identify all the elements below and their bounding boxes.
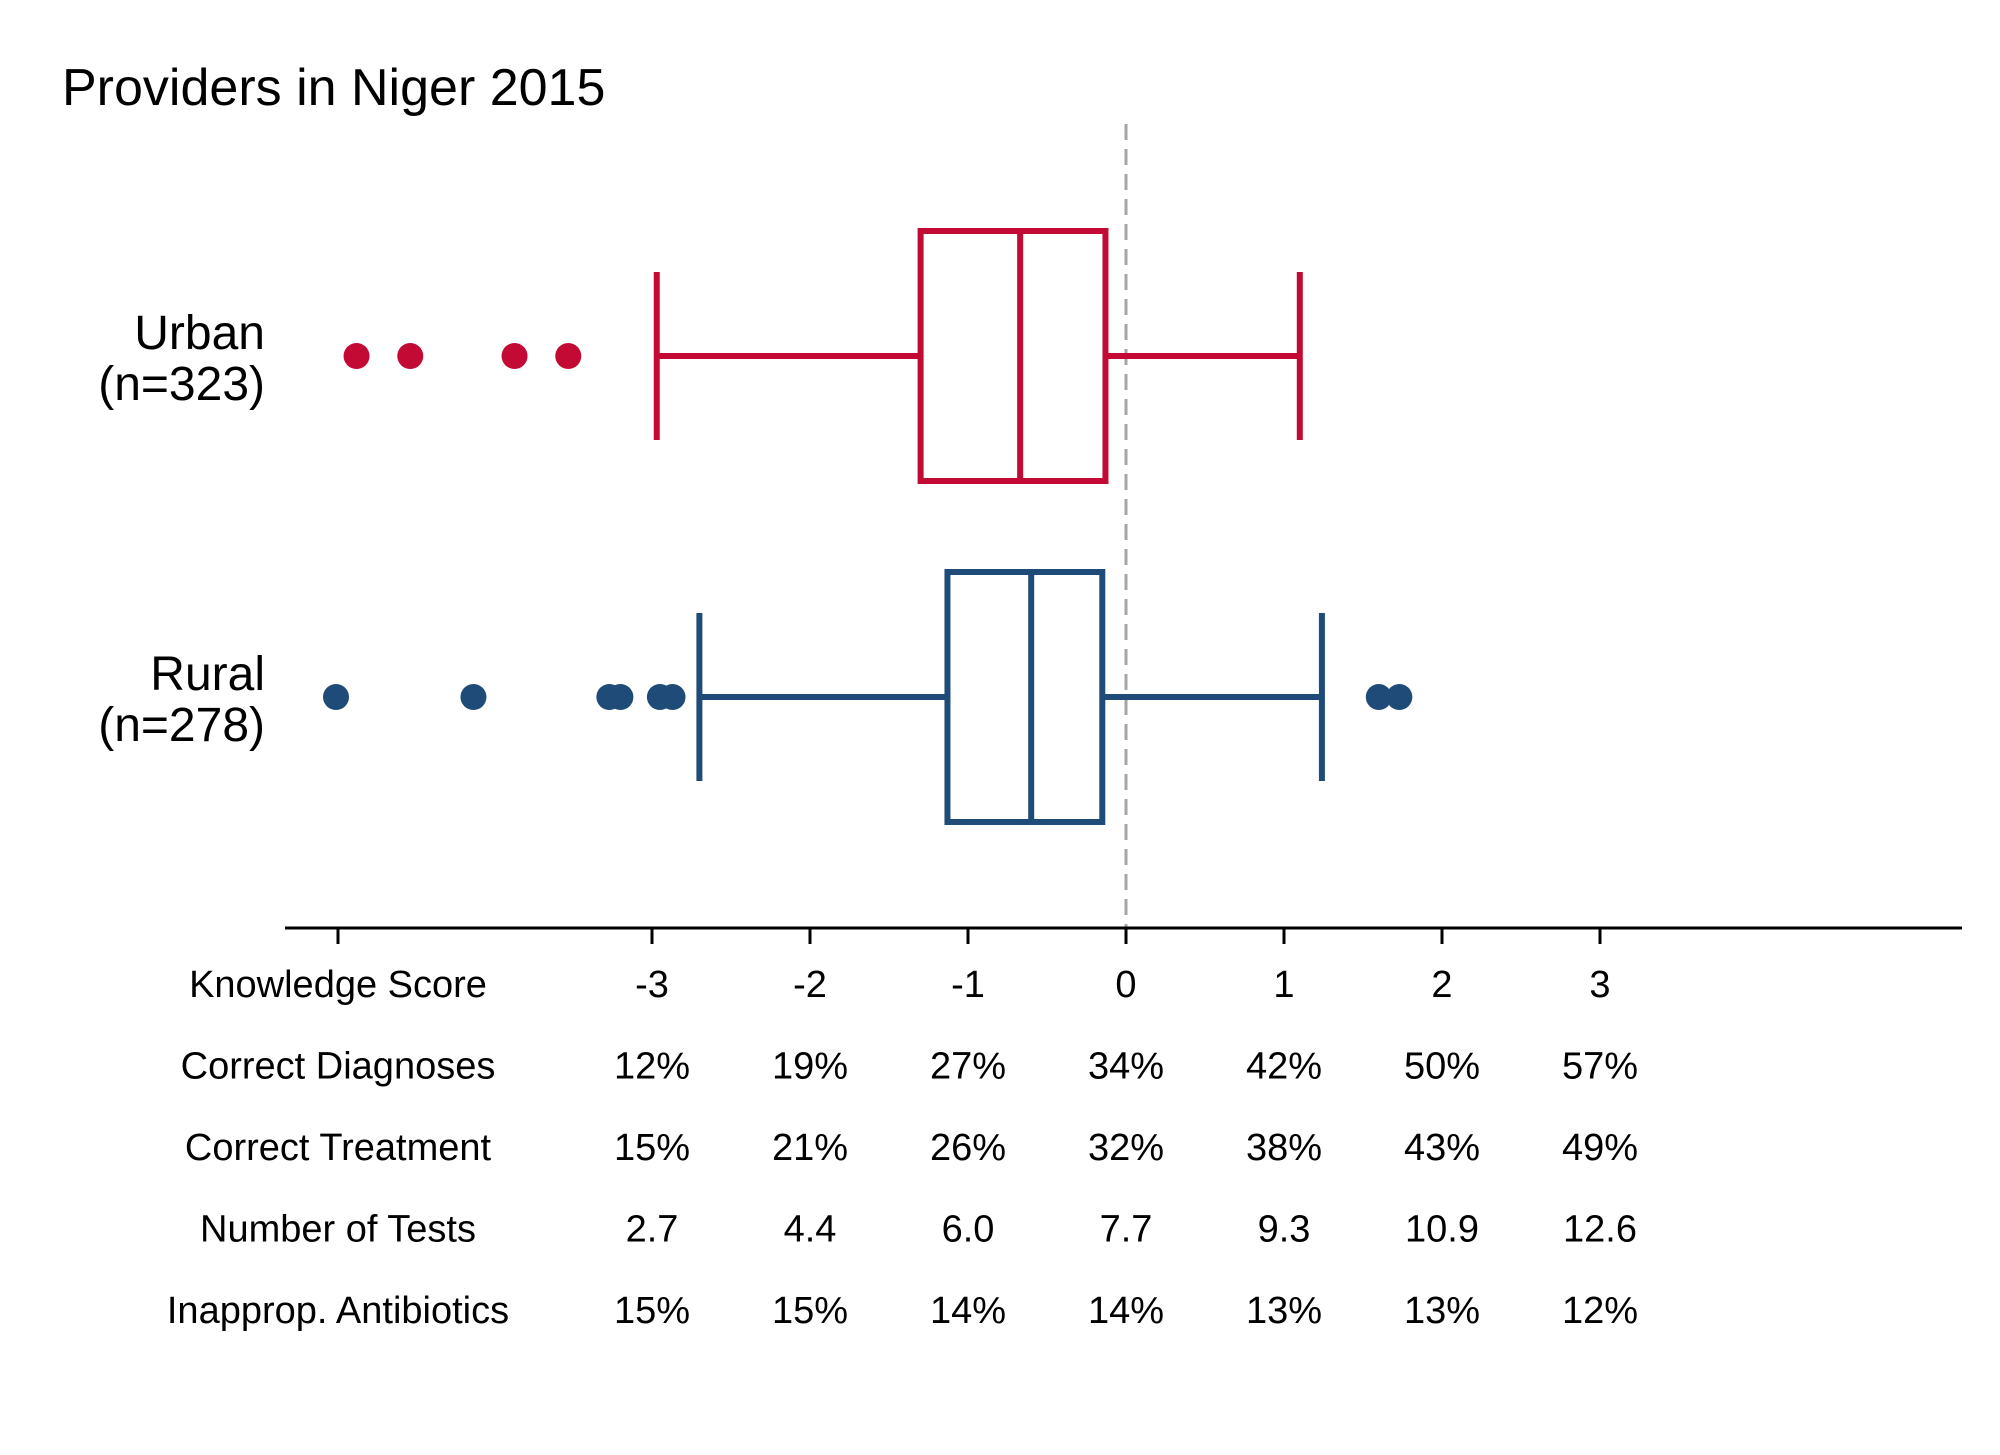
- outlier-point: [323, 684, 349, 710]
- table-cell-value: 15%: [614, 1290, 690, 1332]
- group-label-name: Urban: [134, 307, 265, 360]
- outlier-point: [501, 343, 528, 369]
- table-cell-value: 9.3: [1258, 1209, 1311, 1251]
- table-cell-value: 26%: [930, 1127, 1006, 1169]
- table-cell-value: 27%: [930, 1046, 1006, 1088]
- box-group-1: Rural(n=278): [98, 569, 1413, 825]
- chart-title: Providers in Niger 2015: [62, 59, 605, 117]
- table-cell-value: 12%: [1562, 1290, 1638, 1332]
- table-row-label: Inapprop. Antibiotics: [167, 1290, 509, 1332]
- table-row: Inapprop. Antibiotics 15% 15% 14% 14% 13% 13% 1…: [167, 1290, 1638, 1332]
- outlier-point: [460, 684, 487, 710]
- table-cell-value: 2.7: [626, 1209, 679, 1251]
- table-cell-value: 6.0: [942, 1209, 995, 1251]
- table-cell-value: 14%: [1088, 1290, 1164, 1332]
- table-cell-value: 38%: [1246, 1127, 1322, 1169]
- table-row-label: Knowledge Score: [189, 964, 487, 1006]
- group-label-count: (n=323): [98, 358, 265, 411]
- outlier-point: [397, 343, 424, 369]
- x-tick-label: 1: [1273, 964, 1294, 1006]
- table-cell-value: 7.7: [1100, 1209, 1153, 1251]
- table-row: Knowledge Score -3 -2 -1 0 1 2 3: [189, 964, 1611, 1006]
- table-row-label: Correct Diagnoses: [181, 1046, 496, 1088]
- table-cell-value: 42%: [1246, 1046, 1322, 1088]
- table-cell-value: 34%: [1088, 1046, 1164, 1088]
- x-axis: [285, 926, 1962, 944]
- table-cell-value: 15%: [614, 1127, 690, 1169]
- table-cell-value: 19%: [772, 1046, 848, 1088]
- table-cell-value: 12.6: [1563, 1209, 1637, 1251]
- x-tick-label: 3: [1589, 964, 1610, 1006]
- table-cell-value: 50%: [1404, 1046, 1480, 1088]
- outlier-point: [1386, 684, 1413, 710]
- interquartile-box: [917, 228, 1109, 484]
- interquartile-box: [944, 569, 1106, 825]
- x-tick-label: 0: [1115, 964, 1136, 1006]
- outlier-point: [1365, 684, 1392, 710]
- table-row-label: Correct Treatment: [185, 1127, 492, 1169]
- table-cell-value: 13%: [1246, 1290, 1322, 1332]
- table-row-label: Number of Tests: [200, 1209, 476, 1251]
- outlier-point: [343, 343, 370, 369]
- table-cell-value: 49%: [1562, 1127, 1638, 1169]
- table-cell-value: 14%: [930, 1290, 1006, 1332]
- x-tick-label: -1: [951, 964, 985, 1006]
- table-cell-value: 57%: [1562, 1046, 1638, 1088]
- table-cell-value: 12%: [614, 1046, 690, 1088]
- table-row: Number of Tests 2.7 4.4 6.0 7.7 9.3 10.9 12.6: [200, 1209, 1637, 1251]
- summary-table: Knowledge Score -3 -2 -1 0 1 2 3 Correct Diagnos…: [167, 964, 1638, 1332]
- table-cell-value: 10.9: [1405, 1209, 1479, 1251]
- x-tick-label: 2: [1431, 964, 1452, 1006]
- table-cell-value: 13%: [1404, 1290, 1480, 1332]
- table-cell-value: 15%: [772, 1290, 848, 1332]
- outlier-point: [659, 684, 686, 710]
- outlier-point: [555, 343, 582, 369]
- box-group-0: Urban(n=323): [98, 228, 1303, 484]
- group-label-count: (n=278): [98, 699, 265, 752]
- table-row: Correct Diagnoses 12% 19% 27% 34% 42% 50% 57%: [181, 1046, 1638, 1088]
- table-cell-value: 21%: [772, 1127, 848, 1169]
- table-cell-value: 4.4: [784, 1209, 837, 1251]
- table-row: Correct Treatment 15% 21% 26% 32% 38% 43% 49%: [185, 1127, 1638, 1169]
- group-label-name: Rural: [150, 648, 265, 701]
- table-cell-value: 43%: [1404, 1127, 1480, 1169]
- table-cell-value: 32%: [1088, 1127, 1164, 1169]
- box-groups-layer: Urban(n=323) Rural(n=278): [98, 228, 1413, 825]
- outlier-point: [607, 684, 634, 710]
- x-tick-label: -2: [793, 964, 827, 1006]
- x-tick-label: -3: [635, 964, 669, 1006]
